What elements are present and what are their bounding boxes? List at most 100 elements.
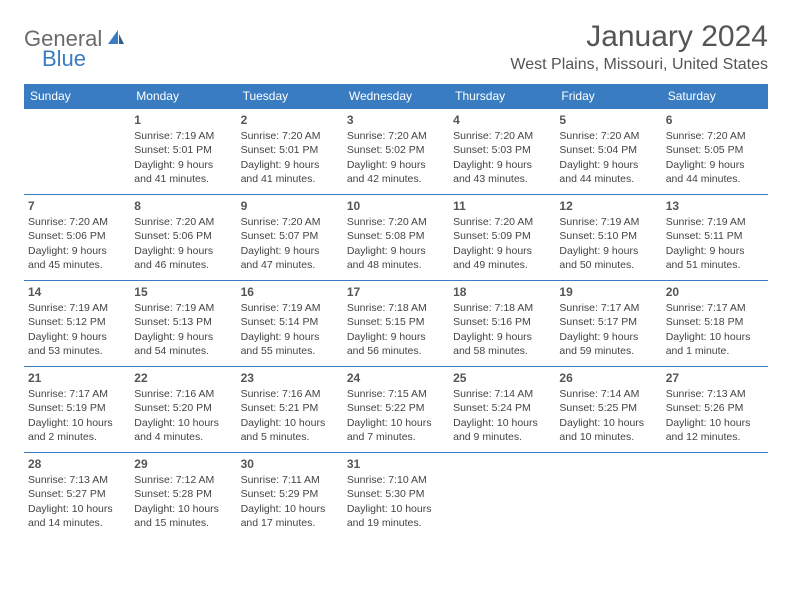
sunset-line: Sunset: 5:19 PM — [28, 401, 126, 415]
day-number: 18 — [453, 284, 551, 300]
daylight-line: Daylight: 10 hours and 19 minutes. — [347, 502, 445, 530]
sunset-line: Sunset: 5:06 PM — [28, 229, 126, 243]
sunset-line: Sunset: 5:25 PM — [559, 401, 657, 415]
sunset-line: Sunset: 5:26 PM — [666, 401, 764, 415]
calendar-day-cell: 27Sunrise: 7:13 AMSunset: 5:26 PMDayligh… — [662, 367, 768, 453]
sunrise-line: Sunrise: 7:17 AM — [666, 301, 764, 315]
calendar-empty-cell — [555, 453, 661, 539]
sunset-line: Sunset: 5:14 PM — [241, 315, 339, 329]
location: West Plains, Missouri, United States — [510, 56, 768, 74]
sunrise-line: Sunrise: 7:13 AM — [28, 473, 126, 487]
sunrise-line: Sunrise: 7:15 AM — [347, 387, 445, 401]
day-number: 27 — [666, 370, 764, 386]
daylight-line: Daylight: 10 hours and 7 minutes. — [347, 416, 445, 444]
calendar-day-cell: 30Sunrise: 7:11 AMSunset: 5:29 PMDayligh… — [237, 453, 343, 539]
sunset-line: Sunset: 5:21 PM — [241, 401, 339, 415]
logo-sail-icon — [106, 28, 126, 51]
sunset-line: Sunset: 5:18 PM — [666, 315, 764, 329]
calendar-empty-cell — [24, 109, 130, 195]
daylight-line: Daylight: 10 hours and 14 minutes. — [28, 502, 126, 530]
daylight-line: Daylight: 10 hours and 15 minutes. — [134, 502, 232, 530]
sunset-line: Sunset: 5:08 PM — [347, 229, 445, 243]
daylight-line: Daylight: 10 hours and 4 minutes. — [134, 416, 232, 444]
day-number: 28 — [28, 456, 126, 472]
calendar-header-row: SundayMondayTuesdayWednesdayThursdayFrid… — [24, 84, 768, 109]
calendar-day-cell: 9Sunrise: 7:20 AMSunset: 5:07 PMDaylight… — [237, 195, 343, 281]
day-number: 25 — [453, 370, 551, 386]
calendar-week-row: 21Sunrise: 7:17 AMSunset: 5:19 PMDayligh… — [24, 367, 768, 453]
calendar-week-row: 14Sunrise: 7:19 AMSunset: 5:12 PMDayligh… — [24, 281, 768, 367]
sunrise-line: Sunrise: 7:16 AM — [134, 387, 232, 401]
daylight-line: Daylight: 10 hours and 17 minutes. — [241, 502, 339, 530]
weekday-header: Tuesday — [237, 84, 343, 109]
weekday-header: Friday — [555, 84, 661, 109]
sunrise-line: Sunrise: 7:20 AM — [28, 215, 126, 229]
daylight-line: Daylight: 9 hours and 51 minutes. — [666, 244, 764, 272]
daylight-line: Daylight: 9 hours and 47 minutes. — [241, 244, 339, 272]
day-number: 12 — [559, 198, 657, 214]
daylight-line: Daylight: 10 hours and 9 minutes. — [453, 416, 551, 444]
sunset-line: Sunset: 5:04 PM — [559, 143, 657, 157]
day-number: 31 — [347, 456, 445, 472]
daylight-line: Daylight: 9 hours and 42 minutes. — [347, 158, 445, 186]
sunset-line: Sunset: 5:05 PM — [666, 143, 764, 157]
sunset-line: Sunset: 5:20 PM — [134, 401, 232, 415]
day-number: 8 — [134, 198, 232, 214]
weekday-header: Monday — [130, 84, 236, 109]
sunset-line: Sunset: 5:15 PM — [347, 315, 445, 329]
day-number: 26 — [559, 370, 657, 386]
sunrise-line: Sunrise: 7:20 AM — [347, 215, 445, 229]
calendar-day-cell: 12Sunrise: 7:19 AMSunset: 5:10 PMDayligh… — [555, 195, 661, 281]
sunrise-line: Sunrise: 7:20 AM — [347, 129, 445, 143]
calendar-day-cell: 7Sunrise: 7:20 AMSunset: 5:06 PMDaylight… — [24, 195, 130, 281]
calendar-day-cell: 31Sunrise: 7:10 AMSunset: 5:30 PMDayligh… — [343, 453, 449, 539]
sunrise-line: Sunrise: 7:20 AM — [666, 129, 764, 143]
day-number: 2 — [241, 112, 339, 128]
day-number: 4 — [453, 112, 551, 128]
day-number: 24 — [347, 370, 445, 386]
daylight-line: Daylight: 9 hours and 58 minutes. — [453, 330, 551, 358]
calendar-day-cell: 22Sunrise: 7:16 AMSunset: 5:20 PMDayligh… — [130, 367, 236, 453]
sunset-line: Sunset: 5:13 PM — [134, 315, 232, 329]
sunrise-line: Sunrise: 7:10 AM — [347, 473, 445, 487]
calendar-day-cell: 10Sunrise: 7:20 AMSunset: 5:08 PMDayligh… — [343, 195, 449, 281]
day-number: 30 — [241, 456, 339, 472]
sunrise-line: Sunrise: 7:20 AM — [453, 129, 551, 143]
daylight-line: Daylight: 9 hours and 59 minutes. — [559, 330, 657, 358]
sunrise-line: Sunrise: 7:20 AM — [241, 129, 339, 143]
sunset-line: Sunset: 5:30 PM — [347, 487, 445, 501]
calendar-body: 1Sunrise: 7:19 AMSunset: 5:01 PMDaylight… — [24, 109, 768, 539]
sunset-line: Sunset: 5:06 PM — [134, 229, 232, 243]
sunset-line: Sunset: 5:02 PM — [347, 143, 445, 157]
title-block: January 2024 West Plains, Missouri, Unit… — [510, 20, 768, 74]
daylight-line: Daylight: 9 hours and 49 minutes. — [453, 244, 551, 272]
sunset-line: Sunset: 5:17 PM — [559, 315, 657, 329]
calendar-empty-cell — [449, 453, 555, 539]
calendar-day-cell: 20Sunrise: 7:17 AMSunset: 5:18 PMDayligh… — [662, 281, 768, 367]
day-number: 3 — [347, 112, 445, 128]
sunrise-line: Sunrise: 7:20 AM — [134, 215, 232, 229]
daylight-line: Daylight: 9 hours and 45 minutes. — [28, 244, 126, 272]
sunrise-line: Sunrise: 7:19 AM — [134, 301, 232, 315]
daylight-line: Daylight: 10 hours and 10 minutes. — [559, 416, 657, 444]
daylight-line: Daylight: 9 hours and 41 minutes. — [134, 158, 232, 186]
daylight-line: Daylight: 9 hours and 53 minutes. — [28, 330, 126, 358]
sunset-line: Sunset: 5:12 PM — [28, 315, 126, 329]
calendar-day-cell: 6Sunrise: 7:20 AMSunset: 5:05 PMDaylight… — [662, 109, 768, 195]
calendar-day-cell: 13Sunrise: 7:19 AMSunset: 5:11 PMDayligh… — [662, 195, 768, 281]
weekday-header: Saturday — [662, 84, 768, 109]
daylight-line: Daylight: 9 hours and 41 minutes. — [241, 158, 339, 186]
sunrise-line: Sunrise: 7:19 AM — [666, 215, 764, 229]
sunrise-line: Sunrise: 7:18 AM — [347, 301, 445, 315]
sunrise-line: Sunrise: 7:13 AM — [666, 387, 764, 401]
sunrise-line: Sunrise: 7:12 AM — [134, 473, 232, 487]
calendar-day-cell: 28Sunrise: 7:13 AMSunset: 5:27 PMDayligh… — [24, 453, 130, 539]
weekday-header: Sunday — [24, 84, 130, 109]
sunset-line: Sunset: 5:01 PM — [134, 143, 232, 157]
sunset-line: Sunset: 5:10 PM — [559, 229, 657, 243]
sunrise-line: Sunrise: 7:19 AM — [559, 215, 657, 229]
calendar-day-cell: 23Sunrise: 7:16 AMSunset: 5:21 PMDayligh… — [237, 367, 343, 453]
weekday-header: Thursday — [449, 84, 555, 109]
calendar-day-cell: 11Sunrise: 7:20 AMSunset: 5:09 PMDayligh… — [449, 195, 555, 281]
calendar-day-cell: 24Sunrise: 7:15 AMSunset: 5:22 PMDayligh… — [343, 367, 449, 453]
